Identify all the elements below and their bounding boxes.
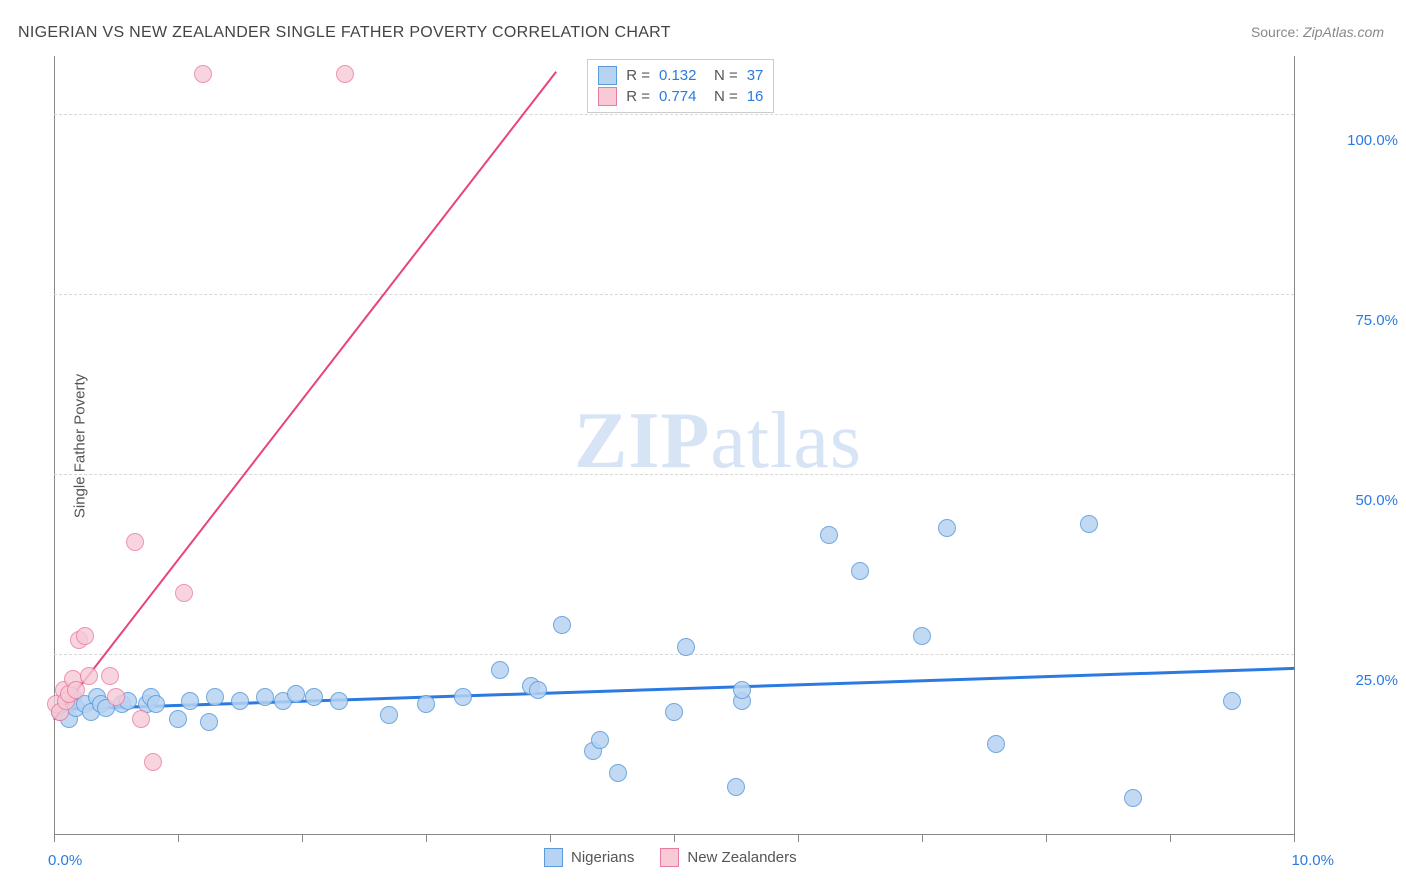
x-tick bbox=[1170, 834, 1171, 842]
data-point bbox=[175, 584, 193, 602]
data-point bbox=[231, 692, 249, 710]
data-point bbox=[727, 778, 745, 796]
x-tick bbox=[54, 834, 55, 842]
n-value: 37 bbox=[747, 67, 764, 84]
stats-row: R = 0.132 N = 37 bbox=[598, 65, 763, 86]
data-point bbox=[206, 688, 224, 706]
gridline bbox=[54, 654, 1294, 655]
data-point bbox=[67, 681, 85, 699]
gridline bbox=[54, 114, 1294, 115]
data-point bbox=[169, 710, 187, 728]
data-point bbox=[820, 526, 838, 544]
chart-container: NIGERIAN VS NEW ZEALANDER SINGLE FATHER … bbox=[0, 0, 1406, 892]
y-tick-label: 50.0% bbox=[1308, 492, 1398, 509]
data-point bbox=[1223, 692, 1241, 710]
data-point bbox=[665, 703, 683, 721]
data-point bbox=[591, 731, 609, 749]
legend-item: New Zealanders bbox=[660, 848, 796, 867]
stats-box: R = 0.132 N = 37 R = 0.774 N = 16 bbox=[587, 59, 774, 113]
data-point bbox=[553, 616, 571, 634]
data-point bbox=[76, 627, 94, 645]
x-tick bbox=[550, 834, 551, 842]
x-tick bbox=[922, 834, 923, 842]
y-tick-label: 100.0% bbox=[1308, 132, 1398, 149]
data-point bbox=[80, 667, 98, 685]
x-tick bbox=[798, 834, 799, 842]
gridline bbox=[54, 294, 1294, 295]
x-tick-label: 0.0% bbox=[48, 852, 82, 869]
data-point bbox=[1080, 515, 1098, 533]
plot-area: ZIPatlas 25.0%50.0%75.0%100.0%0.0%10.0%R… bbox=[54, 56, 1294, 834]
data-point bbox=[194, 65, 212, 83]
data-point bbox=[200, 713, 218, 731]
watermark-light: atlas bbox=[710, 397, 862, 485]
data-point bbox=[380, 706, 398, 724]
data-point bbox=[938, 519, 956, 537]
data-point bbox=[336, 65, 354, 83]
data-point bbox=[147, 695, 165, 713]
chart-title: NIGERIAN VS NEW ZEALANDER SINGLE FATHER … bbox=[18, 24, 671, 42]
legend-swatch bbox=[544, 848, 563, 867]
right-axis-line bbox=[1294, 56, 1295, 834]
stats-row: R = 0.774 N = 16 bbox=[598, 86, 763, 107]
legend-label: New Zealanders bbox=[687, 849, 796, 866]
data-point bbox=[181, 692, 199, 710]
data-point bbox=[491, 661, 509, 679]
x-tick bbox=[426, 834, 427, 842]
data-point bbox=[330, 692, 348, 710]
data-point bbox=[609, 764, 627, 782]
source-attribution: Source: ZipAtlas.com bbox=[1251, 24, 1384, 40]
x-tick bbox=[1294, 834, 1295, 842]
n-label: N = bbox=[714, 67, 738, 84]
x-tick bbox=[1046, 834, 1047, 842]
data-point bbox=[417, 695, 435, 713]
watermark-bold: ZIP bbox=[574, 397, 710, 485]
data-point bbox=[987, 735, 1005, 753]
legend-label: Nigerians bbox=[571, 849, 634, 866]
legend-item: Nigerians bbox=[544, 848, 634, 867]
data-point bbox=[132, 710, 150, 728]
data-point bbox=[529, 681, 547, 699]
source-value: ZipAtlas.com bbox=[1303, 24, 1384, 40]
series-swatch bbox=[598, 66, 617, 85]
data-point bbox=[733, 681, 751, 699]
data-point bbox=[126, 533, 144, 551]
r-value: 0.132 bbox=[659, 67, 705, 84]
y-tick-label: 25.0% bbox=[1308, 672, 1398, 689]
data-point bbox=[454, 688, 472, 706]
data-point bbox=[256, 688, 274, 706]
data-point bbox=[913, 627, 931, 645]
n-value: 16 bbox=[747, 88, 764, 105]
r-label: R = bbox=[626, 67, 650, 84]
r-label: R = bbox=[626, 88, 650, 105]
data-point bbox=[677, 638, 695, 656]
x-tick bbox=[302, 834, 303, 842]
data-point bbox=[101, 667, 119, 685]
y-tick-label: 75.0% bbox=[1308, 312, 1398, 329]
gridline bbox=[54, 474, 1294, 475]
data-point bbox=[851, 562, 869, 580]
n-label: N = bbox=[714, 88, 738, 105]
data-point bbox=[107, 688, 125, 706]
legend-swatch bbox=[660, 848, 679, 867]
x-tick bbox=[178, 834, 179, 842]
x-tick bbox=[674, 834, 675, 842]
r-value: 0.774 bbox=[659, 88, 705, 105]
data-point bbox=[144, 753, 162, 771]
x-tick-label: 10.0% bbox=[1254, 852, 1334, 869]
source-label: Source: bbox=[1251, 24, 1299, 40]
data-point bbox=[287, 685, 305, 703]
data-point bbox=[305, 688, 323, 706]
series-swatch bbox=[598, 87, 617, 106]
legend: Nigerians New Zealanders bbox=[544, 848, 797, 867]
data-point bbox=[1124, 789, 1142, 807]
trend-line bbox=[53, 71, 557, 721]
